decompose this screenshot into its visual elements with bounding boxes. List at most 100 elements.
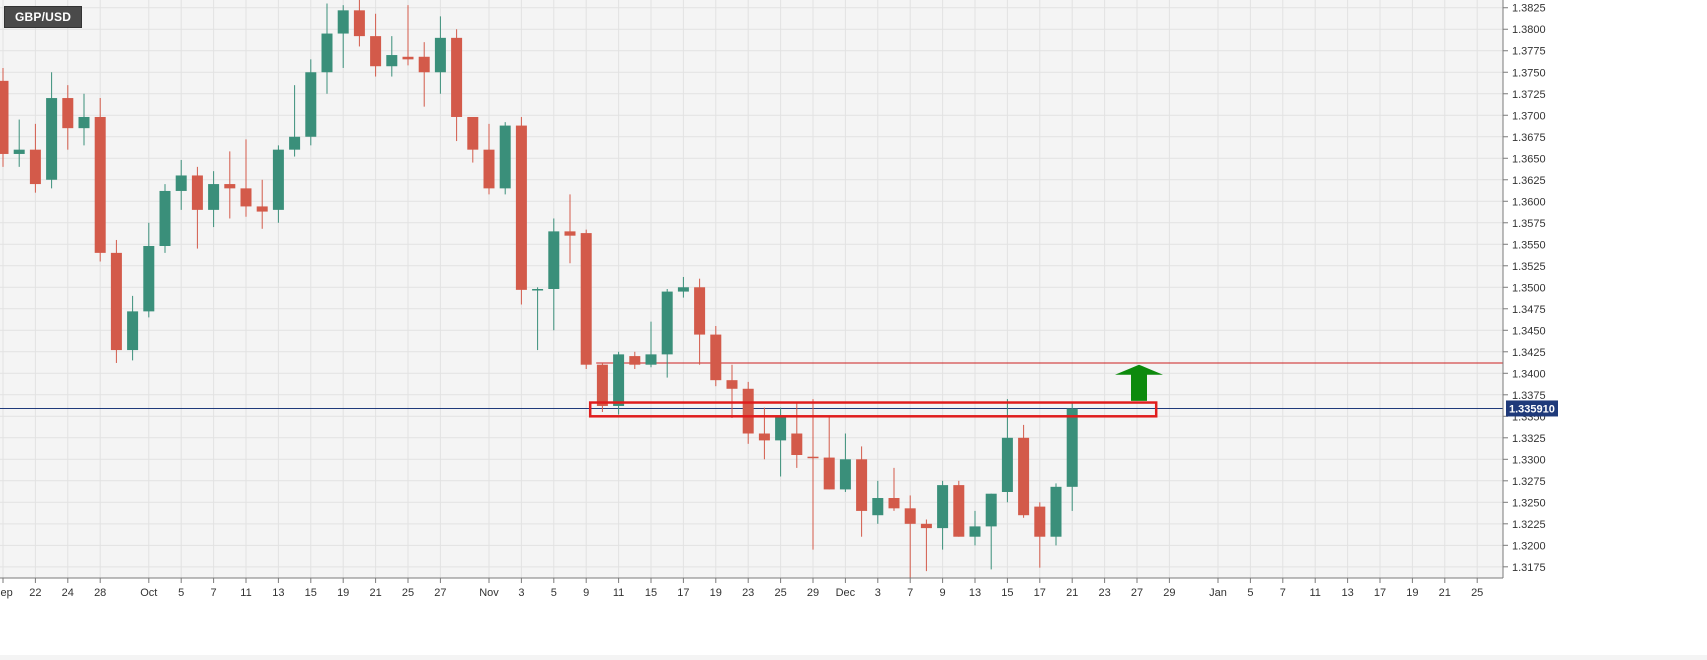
x-tick-label: 9 xyxy=(583,587,589,599)
candle xyxy=(1050,483,1062,546)
x-tick-label: 7 xyxy=(907,587,913,599)
y-tick-label: 1.3650 xyxy=(1512,153,1546,165)
candle-body xyxy=(240,188,252,207)
x-tick-label: 17 xyxy=(1374,587,1386,599)
candle xyxy=(937,480,949,550)
x-tick-label: Nov xyxy=(479,587,499,599)
x-tick-label: 5 xyxy=(178,587,184,599)
candle-body xyxy=(78,116,90,129)
candle-body xyxy=(224,184,236,189)
candle xyxy=(110,239,122,363)
candle-body xyxy=(370,36,382,67)
candle-body xyxy=(402,56,414,60)
candle-body xyxy=(321,33,333,73)
y-tick-label: 1.3500 xyxy=(1512,282,1546,294)
candle xyxy=(823,416,835,490)
x-tick-label: Dec xyxy=(836,587,856,599)
candle-body xyxy=(256,206,268,212)
candle-body xyxy=(823,457,835,490)
x-tick-label: 7 xyxy=(1280,587,1286,599)
x-tick-label: 21 xyxy=(369,587,381,599)
candle xyxy=(596,362,608,412)
candle xyxy=(661,289,673,378)
candle xyxy=(483,123,495,195)
candle xyxy=(94,98,106,262)
x-tick-label: 22 xyxy=(29,587,41,599)
candle-body xyxy=(904,508,916,524)
candle-body xyxy=(175,175,187,191)
time-axis[interactable]: Sep 22 24 28 Oct 5 7 11 13 15 19 21 25 27 Nov 3 5 9 11 15 17… xyxy=(0,578,1483,599)
candle-body xyxy=(645,354,657,365)
candle-body xyxy=(29,149,41,185)
y-tick-label: 1.3375 xyxy=(1512,390,1546,402)
candle-body xyxy=(483,149,495,189)
candle xyxy=(143,222,155,318)
candle xyxy=(451,29,463,142)
candle xyxy=(305,59,317,146)
candle-body xyxy=(451,37,463,117)
y-tick-label: 1.3275 xyxy=(1512,476,1546,488)
candle xyxy=(888,467,900,511)
candle xyxy=(434,16,446,94)
y-tick-label: 1.3225 xyxy=(1512,519,1546,531)
candle xyxy=(613,351,625,415)
candle xyxy=(515,116,527,305)
candle xyxy=(62,85,74,150)
candle-body xyxy=(661,291,673,355)
candle xyxy=(953,480,965,537)
candle xyxy=(208,171,220,228)
plot-background xyxy=(0,0,1503,578)
x-tick-label: 29 xyxy=(1163,587,1175,599)
candle xyxy=(386,36,398,77)
candle-body xyxy=(143,245,155,312)
x-tick-label: 23 xyxy=(742,587,754,599)
candle xyxy=(1034,502,1046,568)
candle-body xyxy=(937,485,949,529)
x-tick-label: 13 xyxy=(272,587,284,599)
x-tick-label: 7 xyxy=(211,587,217,599)
candle xyxy=(629,351,641,369)
candle-body xyxy=(94,116,106,253)
y-tick-label: 1.3425 xyxy=(1512,347,1546,359)
candle xyxy=(224,151,236,219)
candle-body xyxy=(856,459,868,511)
candle xyxy=(1018,424,1030,518)
y-tick-label: 1.3750 xyxy=(1512,67,1546,79)
candle-body xyxy=(532,289,544,291)
x-tick-label: 25 xyxy=(774,587,786,599)
candle xyxy=(677,276,689,298)
current-price-badge: 1.335910 xyxy=(1506,400,1558,417)
candle-body xyxy=(807,456,819,459)
candle xyxy=(839,433,851,492)
x-tick-label: 29 xyxy=(807,587,819,599)
x-tick-label: 28 xyxy=(94,587,106,599)
x-tick-label: Jan xyxy=(1209,587,1227,599)
price-axis[interactable]: 1.3175 1.3200 1.3225 1.3250 1.3275 1.3300 1.33… xyxy=(1503,3,1546,574)
candle xyxy=(532,287,544,351)
candle xyxy=(807,399,819,550)
candle-body xyxy=(548,231,560,289)
candle xyxy=(175,159,187,210)
candle xyxy=(418,42,430,107)
annotations xyxy=(588,364,1163,418)
candle xyxy=(29,123,41,193)
candle-body xyxy=(208,184,220,210)
x-tick-label: 15 xyxy=(1001,587,1013,599)
y-tick-label: 1.3325 xyxy=(1512,433,1546,445)
candle-body xyxy=(337,10,349,34)
candle xyxy=(969,510,981,546)
candle xyxy=(920,519,932,572)
candle xyxy=(645,321,657,368)
candle-body xyxy=(564,231,576,236)
x-tick-label: 3 xyxy=(875,587,881,599)
candle xyxy=(46,72,58,189)
candle-body xyxy=(775,416,787,441)
y-tick-label: 1.3250 xyxy=(1512,497,1546,509)
candle-body xyxy=(499,125,511,189)
candle-body xyxy=(1034,506,1046,537)
y-tick-label: 1.3675 xyxy=(1512,132,1546,144)
candle-body xyxy=(969,526,981,537)
x-tick-label: 27 xyxy=(1131,587,1143,599)
